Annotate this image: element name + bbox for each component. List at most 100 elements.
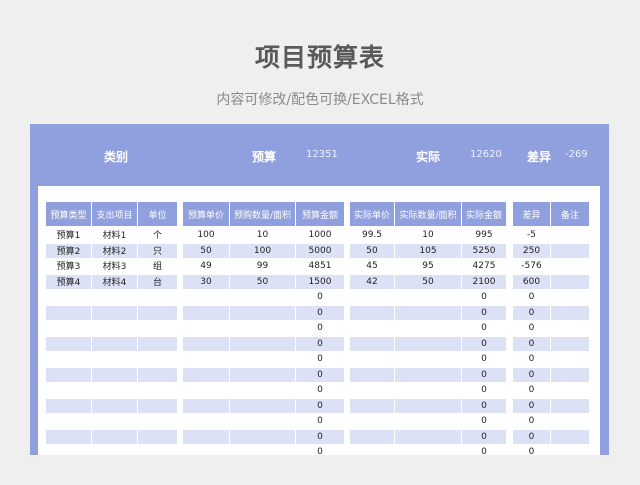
table-cell[interactable]: 0 — [462, 429, 506, 444]
table-cell[interactable] — [350, 305, 395, 320]
table-cell[interactable]: 50 — [183, 243, 230, 258]
table-cell[interactable]: 预算2 — [46, 243, 92, 258]
table-cell[interactable]: 600 — [513, 274, 551, 289]
table-cell[interactable] — [92, 413, 138, 429]
table-cell[interactable] — [92, 289, 138, 305]
column-header[interactable]: 预算单价 — [183, 202, 230, 226]
table-cell[interactable] — [551, 289, 589, 305]
table-cell[interactable] — [230, 444, 296, 455]
table-cell[interactable] — [183, 382, 230, 398]
column-header[interactable]: 实际金额 — [462, 202, 506, 226]
table-cell[interactable]: 0 — [513, 382, 551, 398]
table-cell[interactable] — [395, 382, 462, 398]
table-cell[interactable]: 42 — [350, 274, 395, 289]
table-cell[interactable]: 0 — [513, 413, 551, 429]
table-cell[interactable] — [551, 305, 589, 320]
column-header[interactable]: 支出项目 — [92, 202, 138, 226]
table-cell[interactable]: 材料1 — [92, 227, 138, 243]
table-cell[interactable] — [92, 367, 138, 382]
table-cell[interactable] — [183, 305, 230, 320]
table-cell[interactable]: 0 — [296, 398, 344, 413]
table-cell[interactable] — [230, 398, 296, 413]
table-cell[interactable]: 50 — [230, 274, 296, 289]
table-cell[interactable]: 组 — [152, 262, 162, 273]
table-cell[interactable] — [92, 320, 138, 336]
table-cell[interactable]: 0 — [513, 351, 551, 367]
table-cell[interactable] — [395, 320, 462, 336]
column-header[interactable]: 预算金额 — [296, 202, 344, 226]
table-cell[interactable] — [92, 336, 138, 351]
table-cell[interactable] — [92, 429, 138, 444]
table-cell[interactable]: 0 — [513, 367, 551, 382]
column-header[interactable]: 实际数量/面积 — [395, 202, 462, 226]
table-cell[interactable] — [92, 444, 138, 455]
table-cell[interactable] — [551, 274, 589, 289]
table-cell[interactable] — [138, 413, 177, 429]
table-cell[interactable]: 5000 — [296, 243, 344, 258]
table-cell[interactable]: -5 — [513, 227, 551, 243]
table-cell[interactable]: 0 — [513, 305, 551, 320]
table-cell[interactable] — [230, 351, 296, 367]
table-cell[interactable]: 预算3 — [46, 258, 92, 274]
table-cell[interactable]: 材料3 — [92, 258, 138, 274]
table-cell[interactable] — [183, 289, 230, 305]
table-cell[interactable]: 0 — [481, 353, 487, 364]
table-cell[interactable] — [551, 336, 589, 351]
table-cell[interactable]: 材料4 — [92, 274, 138, 289]
table-cell[interactable] — [551, 351, 589, 367]
table-cell[interactable] — [92, 398, 138, 413]
table-cell[interactable] — [230, 336, 296, 351]
table-cell[interactable]: 0 — [481, 291, 487, 302]
table-cell[interactable] — [395, 413, 462, 429]
table-cell[interactable]: 4275 — [472, 260, 496, 271]
column-header[interactable]: 单位 — [138, 202, 177, 226]
table-cell[interactable] — [350, 351, 395, 367]
table-cell[interactable] — [46, 289, 92, 305]
table-cell[interactable] — [551, 258, 589, 274]
table-cell[interactable]: 50 — [395, 274, 462, 289]
table-cell[interactable]: 0 — [296, 336, 344, 351]
table-cell[interactable]: 0 — [296, 305, 344, 320]
table-cell[interactable]: 0 — [462, 336, 506, 351]
table-cell[interactable] — [230, 320, 296, 336]
table-cell[interactable] — [183, 320, 230, 336]
table-cell[interactable]: 100 — [183, 227, 230, 243]
table-cell[interactable]: 95 — [395, 258, 462, 274]
table-cell[interactable]: 0 — [317, 446, 323, 455]
column-header[interactable]: 备注 — [551, 202, 589, 226]
table-cell[interactable] — [551, 413, 589, 429]
table-cell[interactable] — [395, 398, 462, 413]
table-cell[interactable] — [46, 320, 92, 336]
table-cell[interactable] — [92, 351, 138, 367]
table-cell[interactable]: 4851 — [308, 260, 332, 271]
table-cell[interactable]: 0 — [481, 446, 487, 455]
table-cell[interactable] — [551, 444, 589, 455]
table-cell[interactable] — [350, 336, 395, 351]
table-cell[interactable]: 0 — [317, 322, 323, 333]
table-cell[interactable]: 0 — [317, 384, 323, 395]
table-cell[interactable]: 0 — [317, 415, 323, 426]
table-cell[interactable] — [183, 444, 230, 455]
table-cell[interactable] — [138, 289, 177, 305]
table-cell[interactable] — [92, 305, 138, 320]
table-cell[interactable] — [138, 320, 177, 336]
table-cell[interactable]: 0 — [513, 289, 551, 305]
table-cell[interactable] — [138, 398, 177, 413]
table-cell[interactable] — [551, 227, 589, 243]
table-cell[interactable]: -576 — [513, 258, 551, 274]
table-cell[interactable]: 0 — [513, 444, 551, 455]
table-cell[interactable]: 材料2 — [92, 243, 138, 258]
table-cell[interactable] — [46, 367, 92, 382]
table-cell[interactable] — [46, 305, 92, 320]
table-cell[interactable] — [46, 336, 92, 351]
table-cell[interactable]: 台 — [138, 274, 177, 289]
table-cell[interactable] — [46, 382, 92, 398]
table-cell[interactable]: 0 — [481, 415, 487, 426]
table-cell[interactable] — [138, 429, 177, 444]
table-cell[interactable] — [350, 367, 395, 382]
table-cell[interactable]: 1000 — [308, 229, 332, 240]
table-cell[interactable] — [395, 367, 462, 382]
table-cell[interactable] — [230, 289, 296, 305]
table-cell[interactable] — [395, 305, 462, 320]
table-cell[interactable] — [350, 320, 395, 336]
